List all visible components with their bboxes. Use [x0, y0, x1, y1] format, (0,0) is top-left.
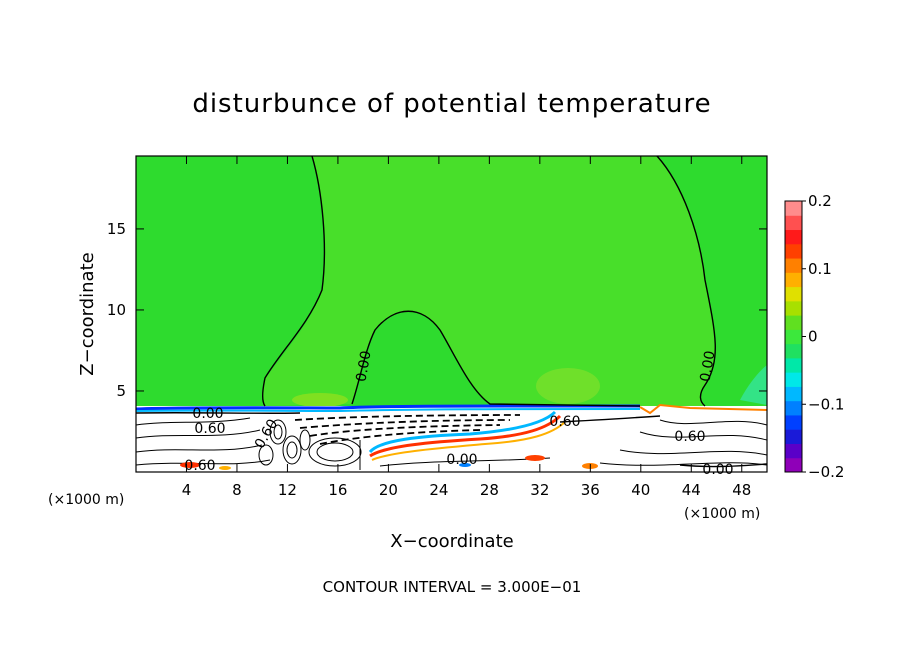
colorbar-swatch [785, 400, 802, 416]
x-unit-right: (×1000 m) [684, 506, 760, 522]
turbulent-contours [258, 419, 362, 467]
x-tick-label: 28 [480, 481, 499, 499]
x-tick-label: 44 [682, 481, 701, 499]
plot-frame [135, 155, 768, 473]
colorbar-swatch [785, 258, 802, 273]
colorbar [785, 201, 802, 473]
colorbar-swatch [785, 414, 802, 430]
contour-interval-note: CONTOUR INTERVAL = 3.000E−01 [323, 578, 582, 596]
colorbar-swatch [785, 357, 802, 373]
colorbar-tick-label: −0.2 [808, 463, 844, 481]
contour-label: 0.60 [194, 421, 225, 437]
colorbar-tick-label: 0.1 [808, 260, 832, 278]
contour-label: 0.00 [353, 350, 374, 383]
band-red [369, 414, 562, 458]
colorbar-swatch [785, 229, 802, 245]
contour-labels: 0.00 0.000.00 0.600.60 0.60 0.600.000.60 0.00 [184, 350, 733, 478]
contour-label: 0.00 [192, 406, 223, 422]
contour-label: 0.60 [674, 429, 705, 445]
colorbar-swatch [785, 386, 802, 402]
band-orange [371, 421, 566, 461]
boundary-line-orange-right [639, 403, 768, 415]
x-tick-label: 36 [581, 481, 600, 499]
x-tick-label: 20 [379, 481, 398, 499]
cool-region-right [740, 365, 767, 405]
warm-blob-left [292, 393, 348, 407]
y-axis-label: Z−coordinate [77, 252, 98, 375]
band-cyan [368, 410, 557, 454]
boundary-layer [136, 406, 767, 472]
x-unit-left: (×1000 m) [48, 492, 124, 508]
x-ticks: 4 8 12 16 20 24 28 32 36 40 44 48 [182, 156, 751, 499]
warm-region-center [263, 156, 716, 406]
x-tick-label: 24 [429, 481, 448, 499]
colorbar-swatch [785, 272, 802, 288]
colorbar-tick-label: 0 [808, 328, 818, 346]
x-tick-label: 16 [328, 481, 347, 499]
colorbar-tick-label: −0.1 [808, 395, 844, 413]
contour-label: 0.00 [446, 452, 477, 468]
x-tick-label: 4 [182, 481, 192, 499]
contour-label: 0.60 [184, 458, 215, 474]
field-left [136, 156, 325, 406]
x-tick-label: 48 [732, 481, 751, 499]
colorbar-swatch [785, 372, 802, 387]
chart-title: disturbunce of potential temperature [192, 89, 711, 119]
colorbar-ticks: 0.2 0.1 0 −0.1 −0.2 [802, 192, 844, 481]
x-tick-label: 32 [530, 481, 549, 499]
colorbar-swatch [785, 429, 802, 444]
y-tick-label: 5 [116, 382, 126, 400]
colorbar-swatch [785, 329, 802, 345]
y-tick-label: 15 [107, 220, 126, 238]
y-tick-label: 10 [107, 301, 126, 319]
x-axis-label: X−coordinate [390, 531, 513, 552]
colorbar-swatch [785, 243, 802, 259]
plot-area [135, 155, 768, 472]
contour-label: 0.00 [697, 350, 718, 383]
zero-contours [135, 155, 768, 468]
colorbar-swatch [785, 300, 802, 316]
negative-contours [294, 414, 521, 445]
colorbar-swatch [785, 457, 802, 473]
colorbar-swatch [785, 443, 802, 459]
colorbar-swatch [785, 343, 802, 359]
warm-blob-center [536, 368, 600, 404]
y-ticks: 5 10 15 [107, 220, 767, 400]
boundary-line-blue [135, 404, 640, 411]
colorbar-tick-label: 0.2 [808, 192, 832, 210]
x-tick-label: 8 [232, 481, 242, 499]
colorbar-swatch [785, 315, 802, 330]
boundary-line-cyan [135, 408, 641, 413]
contour-label: 0.60 [549, 414, 580, 430]
x-tick-label: 40 [631, 481, 650, 499]
colorbar-swatch [785, 201, 802, 216]
x-tick-label: 12 [278, 481, 297, 499]
colorbar-swatch [785, 215, 802, 231]
contour-label: 0.00 [702, 462, 733, 478]
colorbar-swatch [785, 286, 802, 302]
